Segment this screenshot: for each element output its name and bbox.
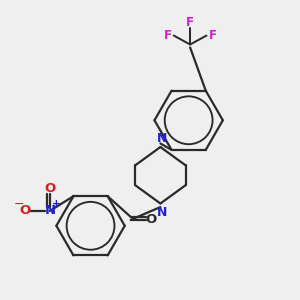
Text: N: N bbox=[157, 206, 167, 219]
Text: +: + bbox=[51, 200, 60, 209]
Text: N: N bbox=[44, 204, 56, 218]
Text: F: F bbox=[164, 29, 172, 42]
Text: O: O bbox=[44, 182, 56, 194]
Text: O: O bbox=[146, 213, 157, 226]
Text: −: − bbox=[14, 198, 24, 211]
Text: N: N bbox=[157, 132, 167, 145]
Text: F: F bbox=[208, 29, 216, 42]
Text: O: O bbox=[20, 204, 31, 218]
Text: F: F bbox=[186, 16, 194, 29]
